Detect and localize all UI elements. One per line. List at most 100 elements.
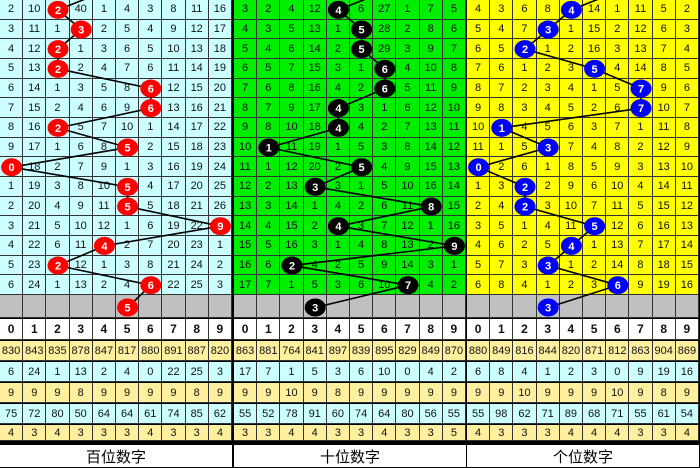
omission-cell: 6 (490, 59, 514, 79)
omission-cell: 13 (185, 39, 209, 59)
digit-header: 5 (350, 319, 374, 340)
omission-cell: 2 (350, 78, 374, 99)
stat-cell: 55 (442, 404, 466, 424)
omission-cell: 3 (606, 39, 630, 59)
stat-cell: 4 (606, 425, 630, 441)
omission-cell: 22 (23, 236, 47, 256)
omission-cell: 19 (303, 137, 327, 158)
digit-header: 2 (513, 319, 537, 340)
digit-header: 6 (606, 319, 630, 340)
omission-cell: 3 (396, 39, 420, 59)
hit-cell (513, 196, 537, 217)
omission-cell: 3 (0, 19, 24, 40)
omission-cell: 13 (629, 39, 653, 59)
omission-cell: 2 (583, 98, 607, 118)
omission-cell: 1 (208, 236, 232, 256)
omission-cell: 6 (0, 78, 24, 99)
omission-cell: 16 (162, 157, 186, 178)
stat-cell: 869 (675, 341, 699, 361)
omission-cell: 5 (92, 78, 116, 99)
omission-cell: 15 (234, 236, 258, 256)
stat-cell: 9 (234, 383, 258, 403)
prediction-cell (303, 295, 327, 318)
stat-cell: 3 (419, 425, 443, 441)
omission-cell: 14 (234, 216, 258, 237)
omission-cell: 7 (675, 98, 699, 118)
omission-cell: 1 (326, 137, 350, 158)
stat-cell: 17 (234, 362, 258, 382)
omission-cell: 5 (606, 78, 630, 99)
omission-cell: 4 (490, 196, 514, 217)
stat-cell: 9 (92, 383, 116, 403)
stat-cell: 820 (559, 341, 583, 361)
omission-cell: 10 (652, 98, 676, 118)
omission-cell: 8 (490, 275, 514, 296)
omission-cell: 10 (419, 59, 443, 79)
stat-cell: 830 (0, 341, 24, 361)
omission-cell: 4 (92, 59, 116, 79)
hit-cell (583, 216, 607, 237)
omission-cell: 5 (116, 19, 140, 40)
units-panel: 4 3 6 8 14 1 11 5 2 5 4 7 1 15 2 12 6 3 6 5 1 2 16 3 13 7 4 7 6 1 2 3 4 1… (467, 0, 699, 468)
omission-cell: 4 (467, 0, 491, 20)
hit-cell (373, 78, 397, 99)
prediction-cell (419, 295, 443, 318)
omission-cell: 14 (280, 196, 304, 217)
omission-cell: 17 (208, 19, 232, 40)
omission-cell: 2 (257, 0, 281, 20)
digit-header: 4 (326, 319, 350, 340)
omission-cell: 18 (652, 255, 676, 276)
omission-cell: 7 (234, 78, 258, 99)
omission-cell: 4 (467, 236, 491, 256)
stat-cell: 61 (139, 404, 163, 424)
digit-header: 7 (162, 319, 186, 340)
omission-cell: 1 (92, 0, 116, 20)
omission-cell: 13 (162, 98, 186, 118)
stat-cell: 24 (23, 362, 47, 382)
stat-cell: 3 (208, 362, 232, 382)
omission-cell: 5 (675, 59, 699, 79)
omission-cell: 8 (92, 137, 116, 158)
omission-cell: 3 (513, 98, 537, 118)
omission-cell: 1 (257, 157, 281, 178)
stat-cell: 4 (139, 425, 163, 441)
omission-cell: 2 (583, 255, 607, 276)
stat-cell: 9 (208, 383, 232, 403)
omission-cell: 6 (69, 137, 93, 158)
hit-cell (442, 236, 466, 256)
omission-cell: 3 (257, 19, 281, 40)
omission-cell: 3 (350, 98, 374, 118)
omission-cell: 7 (373, 216, 397, 237)
prediction-cell (350, 295, 374, 318)
omission-cell: 19 (185, 157, 209, 178)
omission-cell: 2 (442, 275, 466, 296)
hit-cell (139, 98, 163, 118)
stat-cell: 5 (303, 362, 327, 382)
omission-cell: 3 (675, 19, 699, 40)
omission-cell: 2 (467, 196, 491, 217)
omission-cell: 29 (373, 39, 397, 59)
stat-cell: 8 (490, 362, 514, 382)
omission-cell: 9 (396, 157, 420, 178)
omission-cell: 1 (46, 137, 70, 158)
hit-cell (326, 0, 350, 20)
omission-cell: 16 (23, 118, 47, 138)
omission-cell: 20 (162, 236, 186, 256)
stat-cell: 9 (162, 383, 186, 403)
stat-cell: 863 (234, 341, 258, 361)
prediction-cell (513, 295, 537, 318)
omission-cell: 5 (536, 236, 560, 256)
omission-cell: 1 (536, 157, 560, 178)
omission-cell: 3 (467, 216, 491, 237)
hit-cell (46, 255, 70, 276)
omission-cell: 1 (467, 177, 491, 197)
stat-cell: 9 (490, 383, 514, 403)
stat-cell: 8 (652, 383, 676, 403)
omission-cell: 10 (23, 0, 47, 20)
stat-cell: 4 (559, 425, 583, 441)
stat-cell: 19 (652, 362, 676, 382)
stat-cell: 3 (234, 425, 258, 441)
omission-cell: 16 (419, 177, 443, 197)
hit-cell (396, 275, 420, 296)
